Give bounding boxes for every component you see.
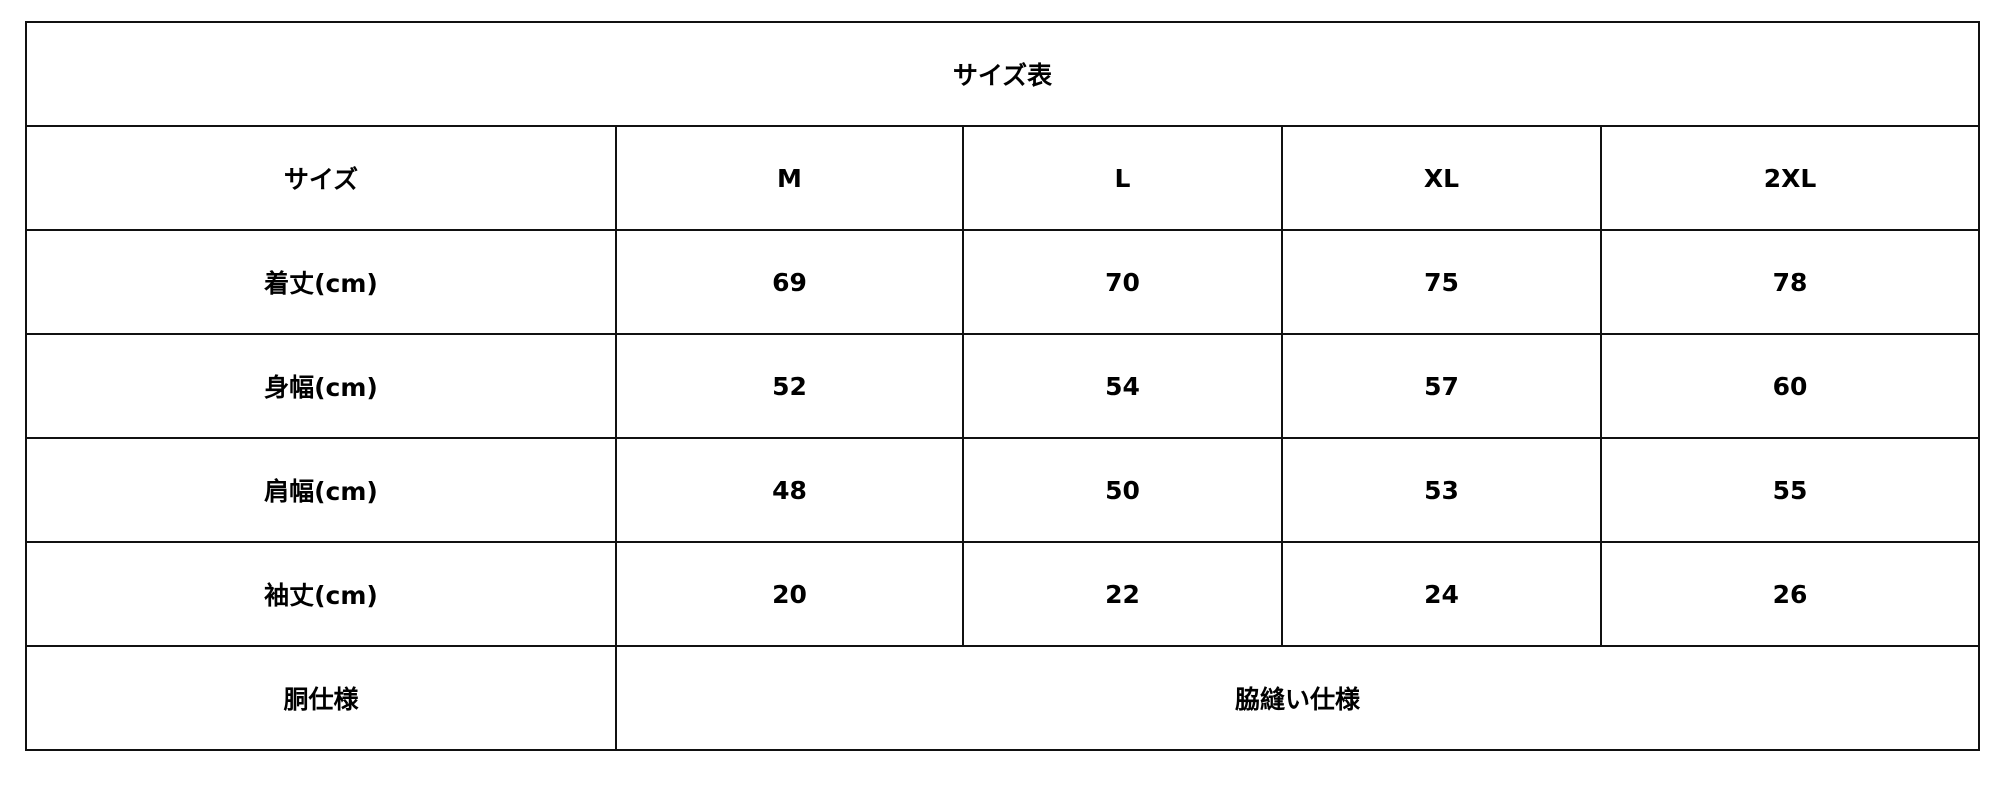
size-header: M — [615, 125, 964, 231]
table-row: 袖丈(cm) 20 22 24 26 — [25, 541, 1981, 647]
cell: 70 — [962, 229, 1283, 335]
row-label: 着丈(cm) — [25, 229, 617, 335]
size-table: サイズ表 サイズ M L XL 2XL 着丈(cm) 69 70 75 78 身… — [24, 21, 1981, 751]
cell: 57 — [1281, 333, 1602, 439]
cell: 69 — [615, 229, 964, 335]
table-row: 着丈(cm) 69 70 75 78 — [25, 229, 1981, 335]
cell: 53 — [1281, 437, 1602, 543]
footer-row: 胴仕様 脇縫い仕様 — [25, 645, 1981, 751]
table-title: サイズ表 — [24, 21, 1981, 127]
size-header: L — [962, 125, 1283, 231]
size-header: 2XL — [1599, 125, 1981, 231]
cell: 24 — [1281, 541, 1602, 647]
cell: 50 — [962, 437, 1283, 543]
header-row: サイズ M L XL 2XL — [25, 125, 1981, 231]
cell: 54 — [962, 333, 1283, 439]
table-row: 肩幅(cm) 48 50 53 55 — [25, 437, 1981, 543]
size-header: XL — [1281, 125, 1602, 231]
cell: 52 — [615, 333, 964, 439]
footer-value: 脇縫い仕様 — [614, 645, 1981, 751]
row-label: 袖丈(cm) — [25, 541, 617, 647]
cell: 75 — [1281, 229, 1602, 335]
cell: 55 — [1599, 437, 1981, 543]
title-row: サイズ表 — [24, 21, 1981, 127]
cell: 22 — [962, 541, 1283, 647]
table-row: 身幅(cm) 52 54 57 60 — [25, 333, 1981, 439]
header-label: サイズ — [25, 125, 617, 231]
cell: 20 — [615, 541, 964, 647]
cell: 48 — [615, 437, 964, 543]
row-label: 肩幅(cm) — [25, 437, 617, 543]
row-label: 身幅(cm) — [25, 333, 617, 439]
cell: 60 — [1599, 333, 1981, 439]
footer-label: 胴仕様 — [25, 645, 617, 751]
cell: 26 — [1599, 541, 1981, 647]
cell: 78 — [1599, 229, 1981, 335]
